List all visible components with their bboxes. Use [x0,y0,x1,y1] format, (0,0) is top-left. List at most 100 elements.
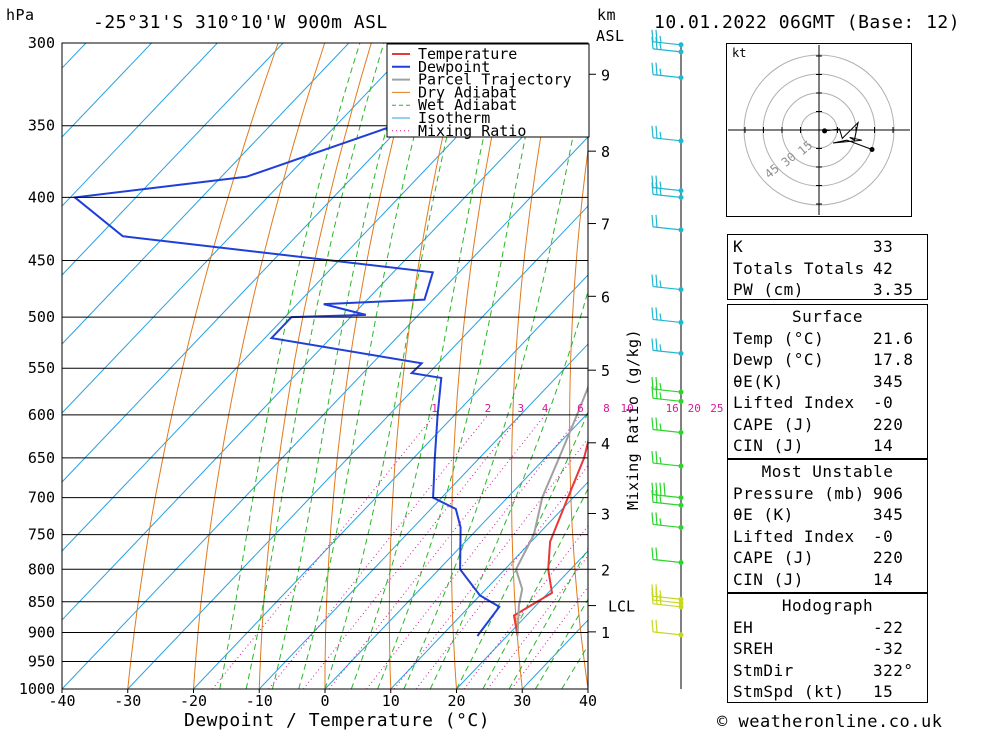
surface-table: Surface Temp (°C) 21.6 Dewp (°C) 17.8 θE(K… [727,304,928,459]
mixing-ratio-line [268,414,489,689]
barb-feather [655,584,658,597]
barb-shaft [652,41,682,46]
hodograph-trace [824,121,873,150]
legend-entry: Mixing Ratio [418,122,526,140]
mixing-ratio-label: 1 [431,402,438,415]
wet-adiabat-line [429,289,588,689]
height-tick-label: 5 [601,362,610,380]
isotherm-line [62,43,547,552]
wind-dot [678,42,684,48]
isotherm-line [0,43,20,689]
legend-entry: Temperature [418,45,517,63]
height-tick-label: 6 [601,288,610,306]
mu-row: θE (K) 345 [728,503,927,525]
legend-entry: Wet Adiabat [418,96,517,114]
legend-entry: Parcel Trajectory [418,71,572,89]
hodograph-start [822,128,828,134]
dewpoint-line [72,43,501,637]
barb-feather [651,62,654,75]
dry-adiabat-line [680,43,719,689]
km-label: km [597,6,617,24]
x-tick-label: -40 [48,692,75,710]
wind-barb [651,36,682,53]
row-value: 345 [873,505,904,524]
barb-shaft [652,501,682,506]
mixing-ratio-line [366,414,581,689]
barb-feather [659,590,662,598]
barb-shaft [652,285,682,291]
height-tick-label: 1 [601,624,610,642]
row-key: Totals Totals [733,258,865,278]
barb-feather [651,274,654,287]
pressure-tick-label: 350 [28,117,55,135]
pressure-tick-label: 500 [28,308,55,326]
wind-dot [678,502,684,508]
height-tick-label: 7 [601,216,610,234]
row-value: 33 [873,237,894,256]
surface-title: Surface [728,305,927,327]
barb-feather [655,274,658,288]
barb-shaft [652,397,682,402]
row-value: -32 [873,639,904,658]
barb-shaft [652,137,682,142]
isotherm-line [127,205,588,689]
wet-adiabat-line [350,43,506,689]
barb-feather [663,482,666,496]
mixing-ratio-label: 20 [688,402,701,415]
credit-text: © weatheronline.co.uk [717,712,943,732]
mixing-ratio-label: 4 [542,402,549,415]
hodograph-unit: kt [732,46,746,60]
surface-row: Lifted Index -0 [728,391,927,413]
isotherm-line [456,550,588,689]
row-value: -0 [873,393,894,412]
hodograph-end [869,147,875,153]
barb-feather [651,377,654,390]
isotherm-line [62,43,415,414]
barb-shaft [652,74,682,79]
lcl-label: LCL [608,598,635,616]
mu-row: CIN (J) 14 [728,568,927,590]
barb-feather [659,131,662,139]
barb-feather [659,456,662,464]
barb-feather [651,547,654,560]
isotherm-line [62,43,350,345]
wind-dot [678,495,684,501]
height-tick-label: 3 [601,505,610,523]
pressure-tick-label: 750 [28,526,55,544]
barb-shaft [652,187,682,192]
barb-feather [659,382,662,390]
height-tick-label: 8 [601,143,610,161]
row-key: StmDir [733,660,794,680]
pressure-tick-label: 400 [28,188,55,206]
hodo-title: Hodograph [728,594,927,616]
mixing-ratio-line [511,586,588,689]
row-key: θE (K) [733,505,794,524]
pressure-tick-label: 300 [28,34,55,52]
barb-feather [655,417,658,430]
row-key: θE(K) [733,371,784,391]
mixing-ratio-line [415,464,588,689]
height-tick-label: 4 [601,435,610,453]
x-axis-title: Dewpoint / Temperature (°C) [184,710,491,731]
row-key: CAPE (J) [733,414,815,434]
wind-barb [651,584,682,600]
row-key: K [733,237,744,256]
isotherm-line [62,43,152,138]
barb-feather [651,619,654,632]
barb-feather [651,338,654,351]
pressure-tick-label: 550 [28,359,55,377]
wind-dot [678,560,684,566]
wind-barb [651,307,682,324]
isotherm-line [62,136,588,689]
datetime-label: 10.01.2022 06GMT (Base: 12) [654,12,961,33]
dry-adiabat-line [451,43,512,689]
barb-feather [659,42,662,50]
wind-dot [678,194,684,200]
wind-dot [678,398,684,404]
x-tick-label: -10 [246,692,273,710]
barb-feather [655,512,658,525]
pressure-tick-label: 450 [28,252,55,270]
mu-row: Lifted Index -0 [728,525,927,547]
